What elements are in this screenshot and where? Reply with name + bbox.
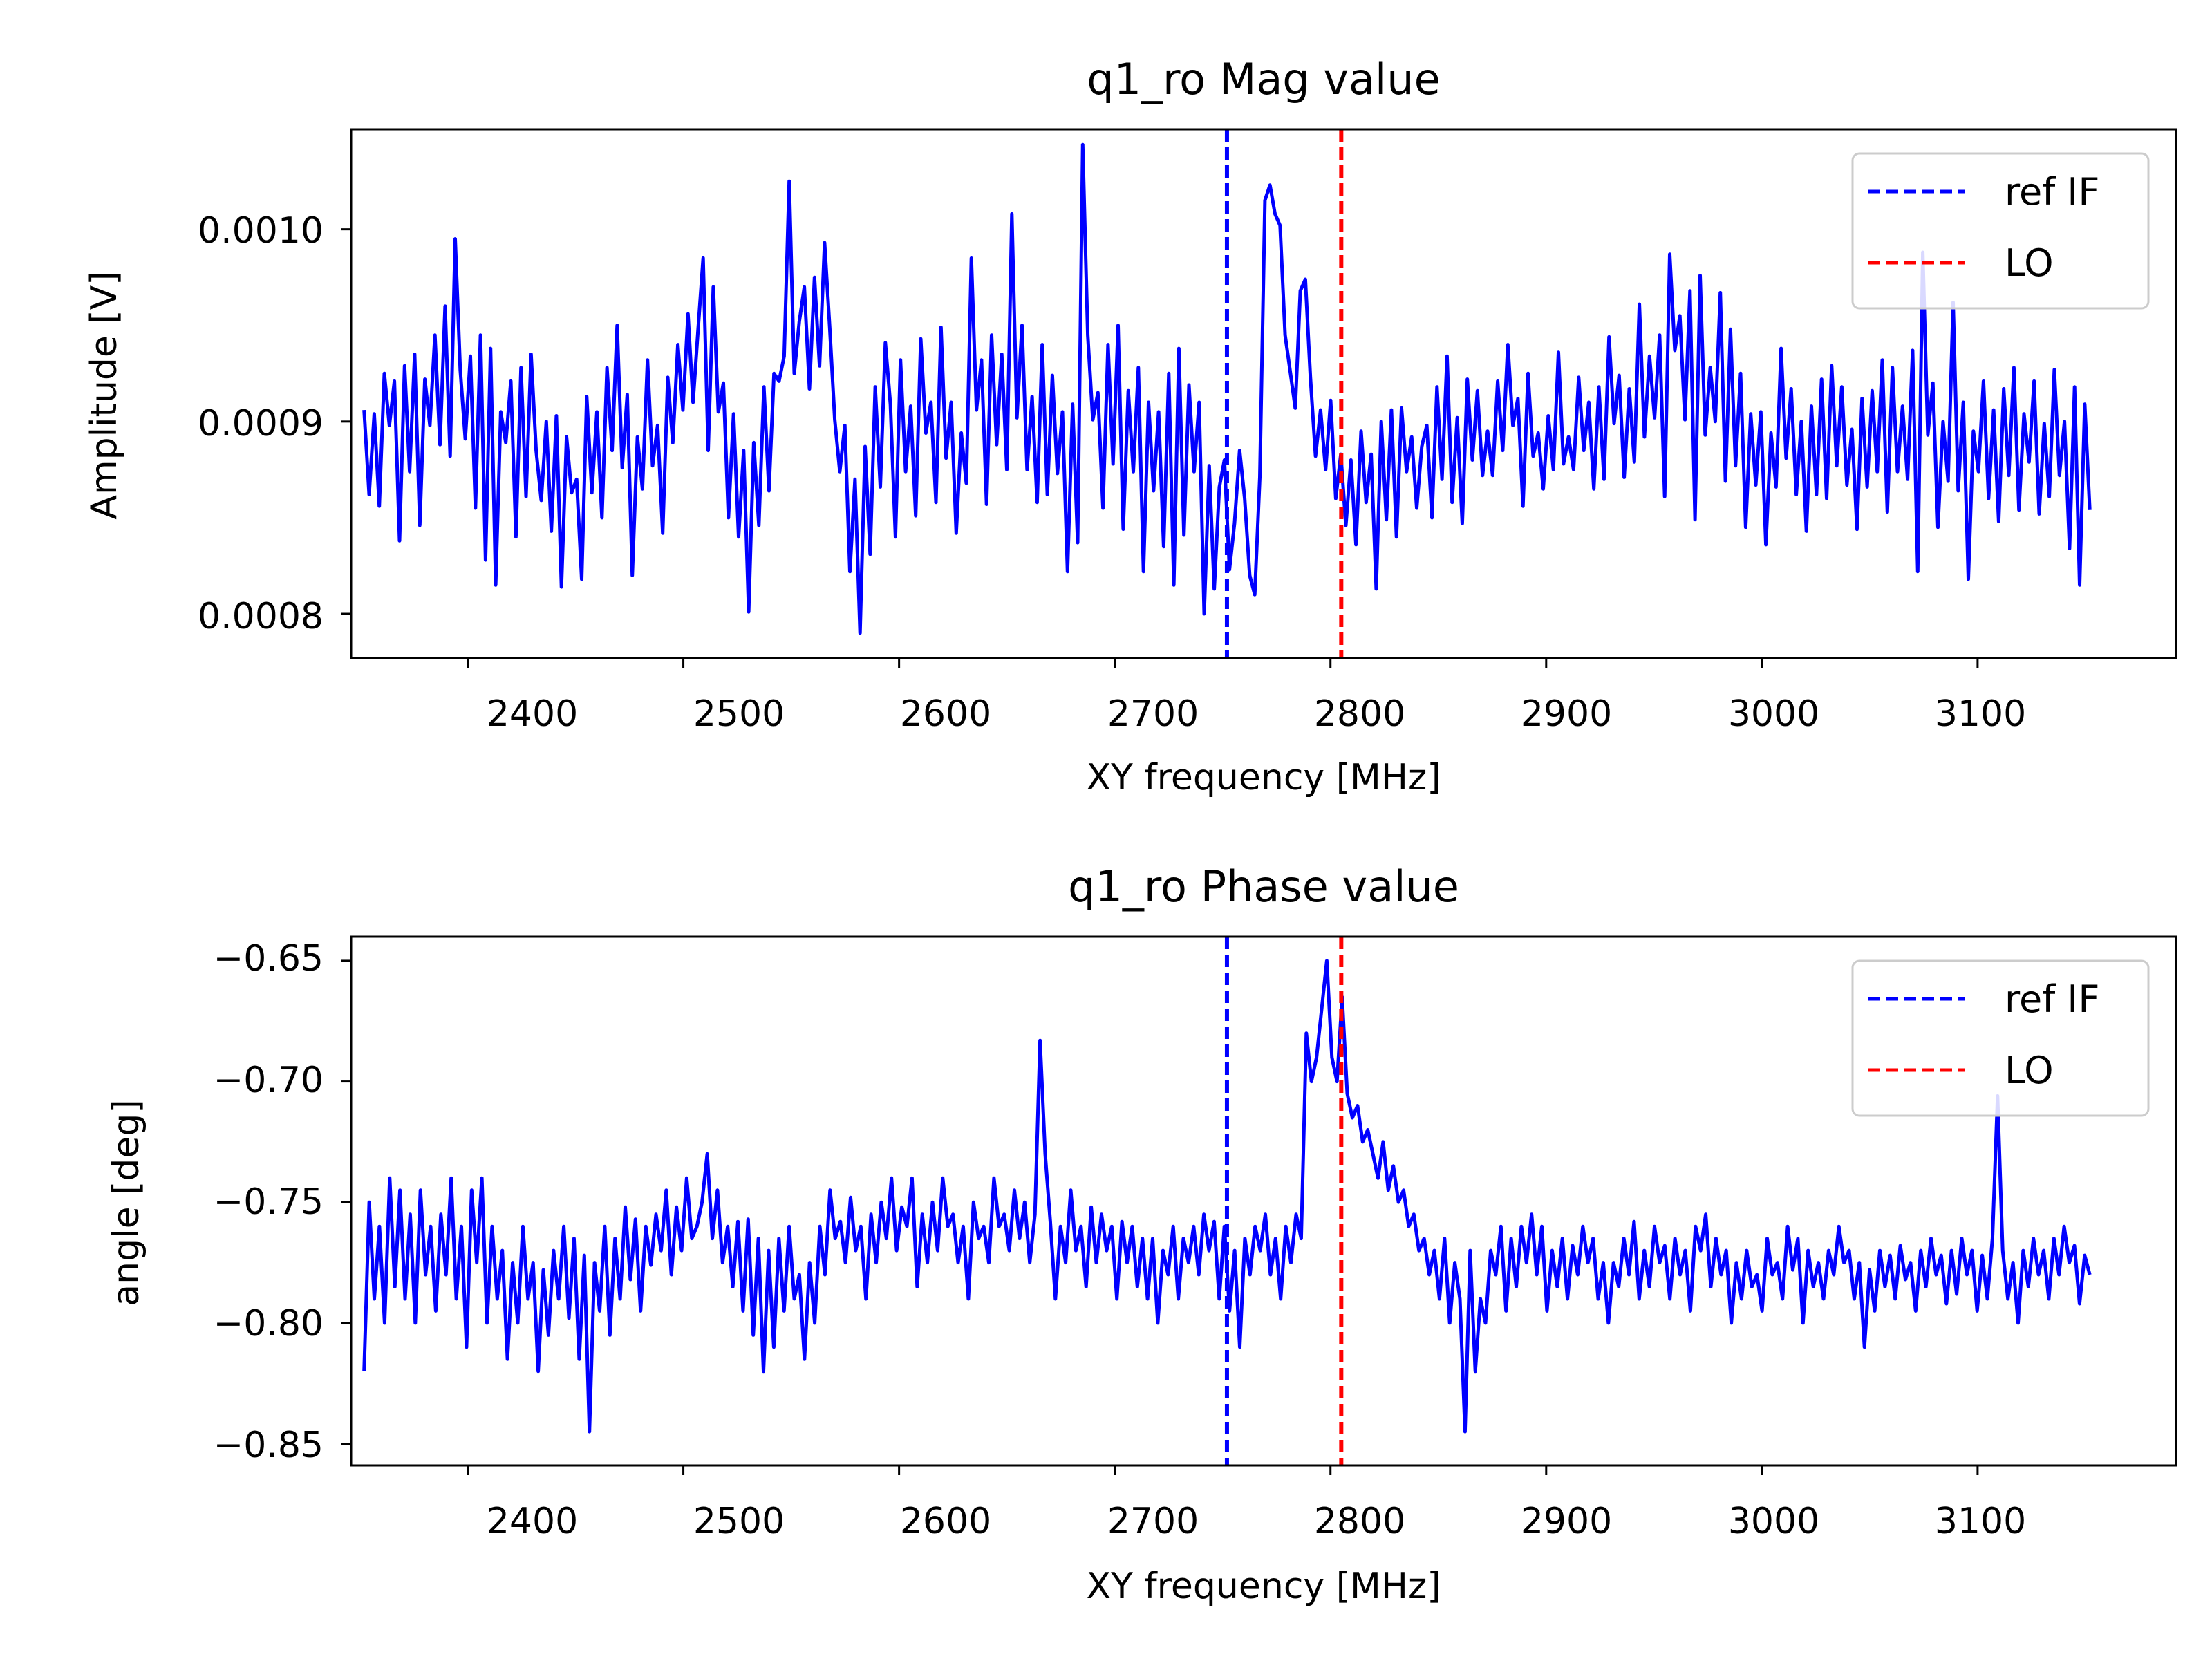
x-axis-label: XY frequency [MHz] [1086, 757, 1441, 798]
x-tick-label: 2400 [487, 1501, 578, 1542]
axes-frame [350, 128, 2177, 659]
y-tick-labels: 0.0008 0.0009 0.0010 [198, 210, 324, 637]
x-tick-label: 2500 [693, 1501, 785, 1542]
x-tick-label: 2700 [1107, 1501, 1199, 1542]
plot-area-magnitude [341, 128, 2177, 668]
x-tick-label: 3100 [1935, 1501, 2026, 1542]
panel-phase: q1_ro Phase value angle [deg] XY frequen… [106, 861, 2177, 1607]
y-tick-label: −0.80 [214, 1303, 324, 1344]
x-tick-label: 2500 [693, 693, 785, 735]
x-tick-label: 2700 [1107, 693, 1199, 735]
y-axis-label: Amplitude [V] [84, 271, 125, 519]
y-tick-label: 0.0009 [198, 403, 324, 444]
x-tick-label: 3100 [1935, 693, 2026, 735]
x-tick-labels: 2400 2500 2600 2700 2800 2900 3000 3100 [487, 1501, 2026, 1542]
x-tick-label: 3000 [1728, 693, 1819, 735]
legend-label-ref-if: ref IF [2005, 977, 2099, 1021]
y-tick-label: −0.70 [214, 1060, 324, 1101]
y-axis-label: angle [deg] [106, 1099, 147, 1306]
y-tick-label: −0.65 [214, 938, 324, 980]
panel-title: q1_ro Phase value [1068, 861, 1459, 912]
x-tick-label: 2600 [900, 1501, 991, 1542]
x-tick-label: 2900 [1521, 1501, 1612, 1542]
y-tick-labels: −0.85 −0.80 −0.75 −0.70 −0.65 [214, 938, 324, 1466]
x-tick-label: 2800 [1314, 1501, 1405, 1542]
y-tick-label: −0.75 [214, 1181, 324, 1223]
panel-magnitude: q1_ro Mag value Amplitude [V] XY frequen… [84, 54, 2177, 798]
y-tick-label: 0.0008 [198, 596, 324, 637]
plot-area-phase [341, 935, 2177, 1475]
x-tick-label: 2400 [487, 693, 578, 735]
x-tick-label: 2800 [1314, 693, 1405, 735]
x-axis-label: XY frequency [MHz] [1086, 1566, 1441, 1607]
legend-box [1851, 152, 2150, 310]
legend-box [1851, 959, 2150, 1117]
y-tick-label: 0.0010 [198, 210, 324, 252]
y-tick-label: −0.85 [214, 1425, 324, 1466]
x-tick-label: 2900 [1521, 693, 1612, 735]
x-tick-label: 3000 [1728, 1501, 1819, 1542]
x-tick-labels: 2400 2500 2600 2700 2800 2900 3000 3100 [487, 693, 2026, 735]
x-tick-label: 2600 [900, 693, 991, 735]
legend: ref IF LO [1851, 959, 2150, 1117]
legend-label-lo: LO [2005, 1049, 2054, 1092]
legend: ref IF LO [1851, 152, 2150, 310]
legend-label-ref-if: ref IF [2005, 170, 2099, 214]
panel-title: q1_ro Mag value [1087, 54, 1440, 104]
axes-frame [350, 935, 2177, 1467]
legend-label-lo: LO [2005, 241, 2054, 285]
